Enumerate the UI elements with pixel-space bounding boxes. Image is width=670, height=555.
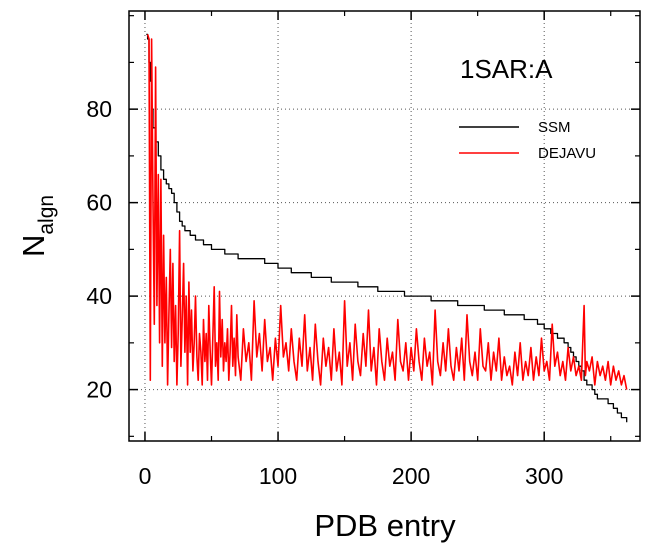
y-tick-label: 20 — [86, 377, 112, 403]
x-tick-label: 0 — [139, 463, 152, 489]
legend: SSM DEJAVU — [459, 119, 596, 162]
series-group — [146, 33, 628, 423]
y-axis-title-main: N — [16, 235, 51, 257]
y-tick-label: 60 — [86, 190, 112, 216]
y-tick-label: 80 — [86, 96, 112, 122]
tick-marks — [129, 11, 640, 441]
annotation-label: 1SAR:A — [460, 54, 553, 84]
y-axis-title-sub: algn — [35, 195, 58, 235]
y-tick-label: 40 — [86, 283, 112, 309]
series-line-dejavu — [146, 34, 628, 390]
x-tick-label: 100 — [259, 463, 297, 489]
series-line-ssm — [146, 33, 628, 423]
y-axis-title: Nalgn — [16, 195, 58, 257]
legend-label-ssm: SSM — [538, 119, 571, 136]
tick-labels: 0 100 200 300 20 40 60 80 — [86, 96, 563, 489]
plot-frame — [128, 10, 641, 442]
x-tick-label: 200 — [392, 463, 430, 489]
x-axis-title: PDB entry — [314, 508, 456, 543]
svg-text:Nalgn: Nalgn — [16, 195, 58, 257]
x-tick-label: 300 — [525, 463, 563, 489]
legend-label-dejavu: DEJAVU — [538, 145, 596, 162]
